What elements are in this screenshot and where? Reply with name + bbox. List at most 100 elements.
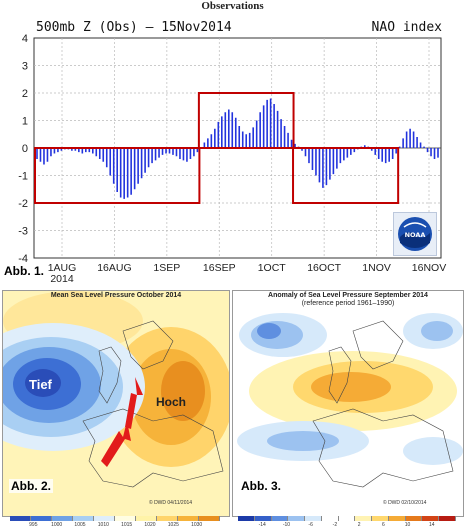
colorbar-swatch [321, 516, 339, 521]
map-right-title: Anomaly of Sea Level Pressure September … [268, 292, 428, 299]
colorbar-tick-label: 1015 [121, 522, 133, 528]
bar [346, 148, 349, 158]
colorbar-swatch [271, 516, 289, 521]
bar [252, 127, 254, 148]
bar [234, 117, 237, 148]
bar [433, 148, 436, 159]
bar [98, 148, 101, 159]
bar [50, 148, 52, 157]
colorbar-swatch [136, 516, 157, 521]
x-tick-label: 16OCT [307, 262, 341, 274]
bar [416, 137, 418, 148]
colorbar-swatch [199, 516, 220, 521]
colorbar-swatch [288, 516, 306, 521]
colorbar-swatch [305, 516, 322, 521]
bar [186, 148, 188, 162]
bar [119, 148, 122, 198]
bar [332, 148, 335, 175]
bar [207, 138, 209, 148]
bar [388, 148, 390, 162]
x-tick-label: 16SEP [203, 262, 236, 274]
bar [224, 112, 227, 148]
bar [81, 148, 84, 154]
bar [158, 148, 160, 158]
bar [102, 148, 105, 162]
bar [353, 148, 356, 153]
bar [255, 120, 258, 148]
bar [405, 131, 408, 148]
y-tick-label: 4 [22, 33, 28, 45]
bar [189, 148, 192, 159]
y-tick-label: -3 [18, 226, 28, 238]
bar [374, 148, 377, 155]
bar [210, 134, 213, 148]
bar [363, 145, 366, 148]
colorbar-swatch [422, 516, 440, 521]
bar [426, 148, 429, 153]
bar [88, 148, 91, 153]
chart-header: 500mb Z (Obs) – 15Nov2014 NAO index [36, 20, 442, 35]
noaa-logo: NOAA [393, 212, 437, 256]
bar [266, 99, 268, 148]
colorbar-swatch [94, 516, 115, 521]
colorbar-swatch [157, 516, 178, 521]
bar [329, 148, 331, 180]
bar [409, 128, 411, 148]
colorbar-tick-label: 14 [428, 522, 435, 528]
colorbar-swatch [338, 516, 356, 521]
bar [283, 126, 286, 148]
bar [109, 148, 112, 176]
bar [123, 148, 125, 199]
bar [315, 148, 317, 176]
bar [214, 128, 216, 148]
bar [126, 148, 129, 198]
bar [308, 148, 310, 164]
colorbar-left-swatches [10, 516, 220, 521]
colorbar-tick-label: 1010 [97, 522, 109, 528]
bar [43, 148, 45, 165]
bar [395, 148, 397, 154]
bar [46, 148, 49, 162]
colorbar-tick-label: 1000 [51, 522, 63, 528]
chart-index-name: NAO index [371, 20, 442, 35]
bar [322, 148, 324, 188]
bar [182, 148, 185, 161]
anomaly-map-fill [233, 291, 463, 516]
bar [227, 109, 230, 148]
bar [165, 148, 167, 154]
x-tick-label: 1SEP [153, 262, 180, 274]
colorbar-tick-label: 1025 [167, 522, 179, 528]
colorbar-right-swatches [238, 516, 456, 521]
colorbar-swatch [388, 516, 406, 521]
colorbar-tick-label: 2 [357, 522, 361, 528]
bar [370, 148, 373, 151]
bar [231, 112, 234, 148]
colorbar-swatch [238, 516, 255, 521]
colorbar-tick-label: 1030 [191, 522, 203, 528]
bar [398, 146, 401, 148]
bar [287, 132, 289, 148]
y-tick-label: -4 [18, 253, 28, 265]
bar [175, 148, 178, 157]
bar [377, 148, 380, 159]
noaa-logo-text: NOAA [405, 231, 426, 239]
mslp-map-fill [3, 291, 229, 516]
colorbar-tick-label: 6 [381, 522, 385, 528]
bar [74, 148, 77, 151]
bar [437, 148, 439, 158]
bar [325, 148, 328, 186]
bar [301, 148, 303, 151]
colorbar-tick-label: -2 [332, 522, 338, 528]
bar [269, 98, 272, 148]
colorbar-swatch [178, 516, 199, 521]
bar [95, 148, 98, 157]
mslp-map: Mean Sea Level Pressure October 2014 Tie… [2, 290, 230, 517]
bar [39, 148, 42, 162]
bar [193, 148, 195, 157]
bar [78, 148, 80, 153]
bar [318, 148, 321, 183]
highlight-box [292, 147, 400, 204]
bar [116, 148, 118, 192]
colorbar-tick-label: -14 [258, 522, 266, 528]
